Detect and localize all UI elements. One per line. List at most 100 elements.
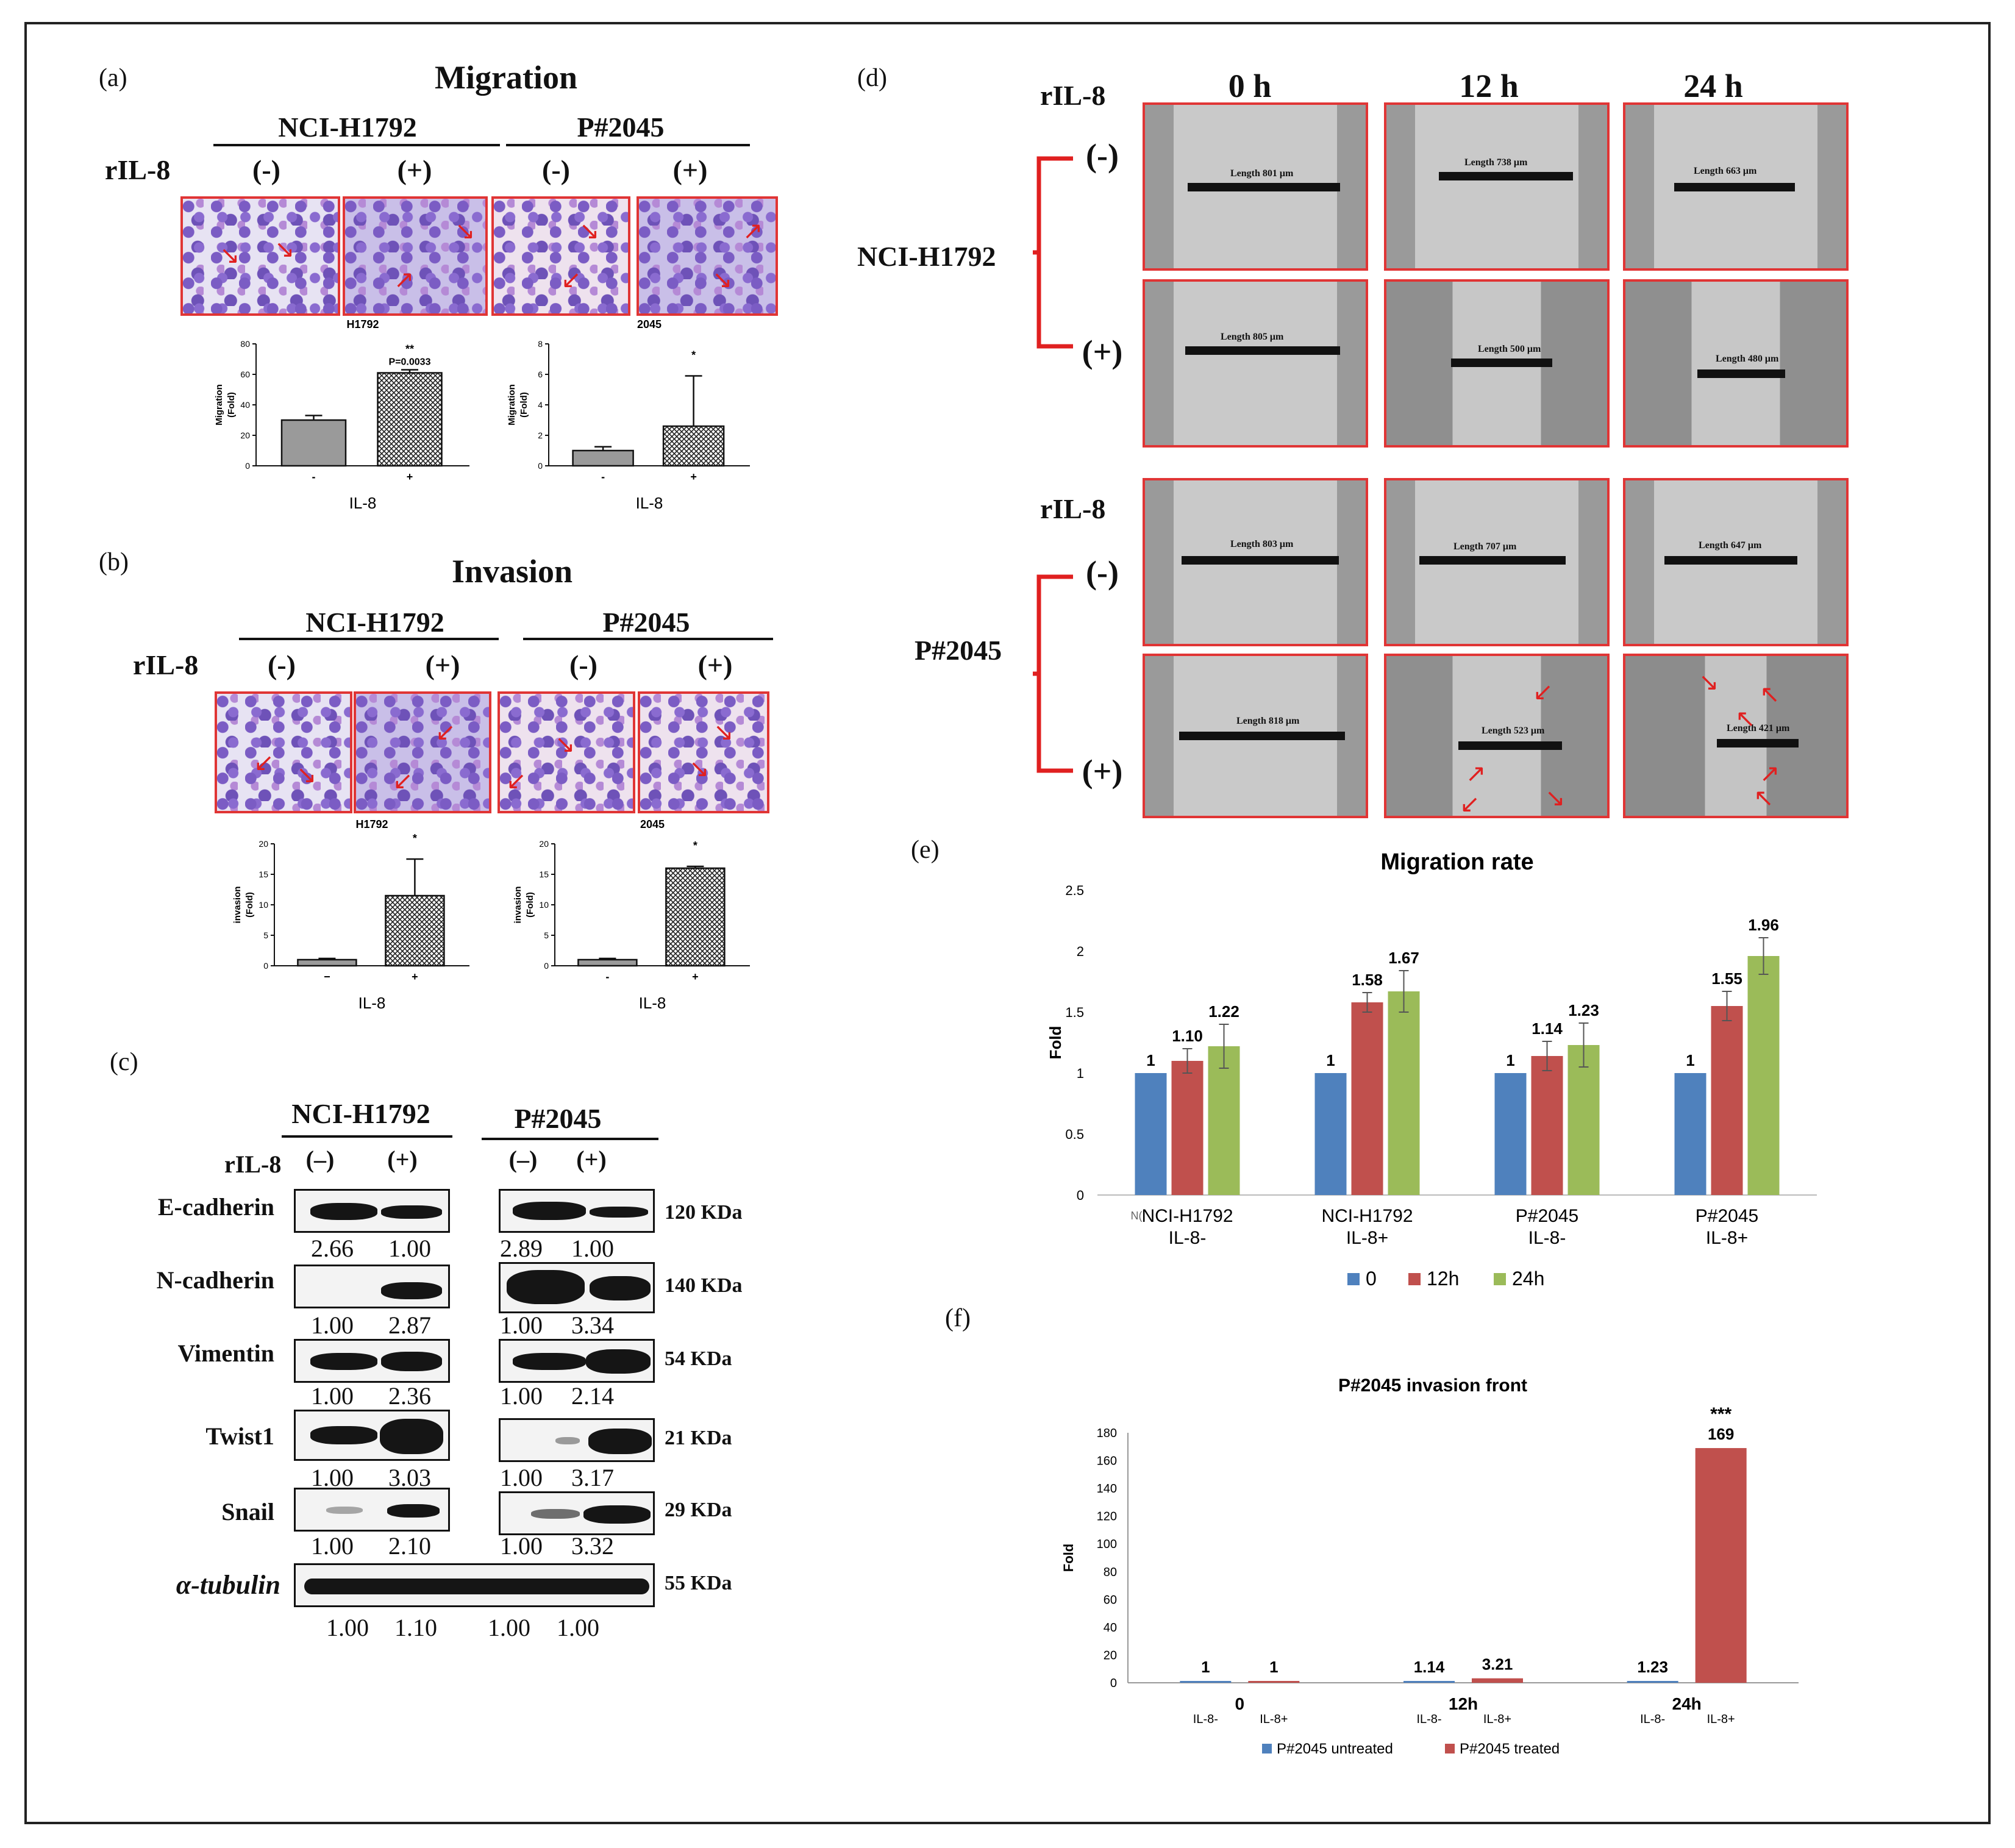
bar-untreated	[1403, 1681, 1455, 1683]
arrow-icon: ↖	[1735, 705, 1756, 733]
data-label: 3.21	[1482, 1655, 1513, 1674]
y-tick-label: 5	[544, 930, 549, 940]
arrow-icon: ↙	[561, 266, 582, 294]
legend-label: P#2045 untreated	[1277, 1741, 1393, 1757]
data-label: 1.14	[1532, 1019, 1563, 1038]
band-value: 3.03	[388, 1464, 431, 1491]
band-value: 2.14	[571, 1382, 614, 1410]
arrow-icon: ↘	[296, 761, 317, 789]
panel-label-f: (f)	[945, 1304, 971, 1332]
y-tick-label: 20	[539, 839, 549, 849]
band-value: 1.00	[311, 1311, 354, 1339]
data-label: 1.96	[1748, 916, 1779, 934]
band-value: 2.89	[500, 1235, 543, 1262]
legend-label: 0	[1366, 1268, 1377, 1290]
western-underline-2	[482, 1138, 658, 1140]
arrow-icon: ↙	[435, 718, 456, 746]
band-value: 1.00	[488, 1614, 530, 1641]
invasion-cellline-1: NCI-H1792	[305, 607, 444, 638]
wound-image: Length 480 μm	[1623, 279, 1849, 448]
band-value: 1.00	[571, 1235, 614, 1262]
legend-swatch	[1494, 1273, 1506, 1285]
band-value: 1.00	[388, 1235, 431, 1262]
band-value: 2.87	[388, 1311, 431, 1339]
significance-marker: ***	[1710, 1404, 1731, 1424]
migration-neg-1: (-)	[252, 154, 280, 185]
bar	[577, 958, 638, 967]
data-label: 1.10	[1172, 1027, 1203, 1045]
y-tick-label: 2.5	[1065, 883, 1084, 898]
chart-title: H1792	[355, 818, 388, 830]
blot-2045	[499, 1339, 655, 1383]
band-value: 1.00	[500, 1532, 543, 1560]
bar	[280, 419, 347, 467]
wound-image: Length 707 μm	[1384, 478, 1610, 646]
protein-label: Snail	[221, 1498, 274, 1525]
bar-untreated	[1180, 1681, 1232, 1683]
blot-h1792	[294, 1410, 450, 1461]
invasion-chart-2045: 2045 0 5 10 15 20 invasion (Fold) - + IL-8 *	[513, 818, 750, 1012]
data-label: 1.58	[1352, 971, 1383, 989]
blot-2045	[499, 1491, 655, 1535]
data-label: 1	[1201, 1658, 1210, 1676]
migration-micrograph-h1792-neg: ↘ ↘	[180, 196, 340, 316]
kda-label: 55 KDa	[665, 1572, 732, 1594]
x-tick-label: IL-8-	[1169, 1228, 1207, 1248]
arrow-icon: ↙	[1460, 790, 1480, 818]
bar-treated	[1472, 1678, 1523, 1683]
y-tick-label: 0.5	[1065, 1127, 1084, 1142]
legend-swatch	[1445, 1744, 1455, 1753]
y-tick-label: 0	[263, 961, 268, 971]
x-tick-label: -	[601, 471, 605, 483]
x-axis-label: IL-8	[639, 994, 666, 1012]
y-axis-label: Fold	[1046, 1026, 1065, 1060]
migration-rate-chart: Migration rate 0 0.5 1 1.5 2 2.5 Fold 1 1.10 1.22 N…	[1046, 849, 1817, 1290]
migration-underline-1	[213, 144, 500, 146]
wound-length-label: Length 805 μm	[1221, 332, 1284, 342]
migration-underline-2	[506, 144, 750, 146]
band-value: 1.00	[557, 1614, 599, 1641]
western-cellline-2: P#2045	[514, 1103, 602, 1134]
legend-label: P#2045 treated	[1460, 1741, 1560, 1757]
bar-24h	[1388, 991, 1420, 1195]
protein-label: E-cadherin	[157, 1193, 274, 1221]
y-tick-label: 120	[1097, 1510, 1117, 1524]
wound-length-label: Length 663 μm	[1694, 166, 1757, 176]
legend-label: 12h	[1427, 1268, 1459, 1290]
bar-untreated	[1627, 1681, 1678, 1683]
arrow-icon: ↙	[254, 749, 274, 777]
y-axis-label: Migration	[507, 384, 517, 426]
y-tick-label: 180	[1097, 1427, 1117, 1440]
wound-neg-2: (-)	[1086, 554, 1119, 591]
migration-cellline-1: NCI-H1792	[278, 112, 417, 143]
x-subcategory-label: IL-8+	[1483, 1713, 1511, 1726]
band-value: 3.34	[571, 1311, 614, 1339]
blot-tubulin	[294, 1563, 655, 1607]
invasion-micrograph-h1792-pos: ↙ ↙	[354, 691, 491, 813]
band-value: 3.17	[571, 1464, 614, 1491]
wound-image: Length 647 μm	[1623, 478, 1849, 646]
migration-micrograph-2045-neg: ↘ ↙	[491, 196, 630, 316]
y-tick-label: 60	[1104, 1593, 1117, 1607]
x-subcategory-label: IL-8-	[1193, 1713, 1218, 1726]
y-tick-label: 20	[240, 430, 250, 440]
kda-label: 29 KDa	[665, 1499, 732, 1521]
wound-time-12: 12 h	[1459, 68, 1519, 104]
y-axis-label: Migration	[214, 384, 224, 426]
protein-label: α-tubulin	[176, 1570, 280, 1600]
wound-length-label: Length 738 μm	[1464, 157, 1528, 168]
bar-0	[1135, 1073, 1167, 1195]
arrow-icon: ↘	[712, 266, 733, 294]
western-neg-1: (–)	[305, 1146, 335, 1173]
migration-pos-1: (+)	[397, 154, 432, 185]
band-value: 2.36	[388, 1382, 431, 1410]
x-tick-label: +	[407, 471, 413, 483]
y-axis-label: (Fold)	[525, 892, 535, 918]
bar-treated	[1248, 1681, 1300, 1683]
band-value: 1.00	[311, 1532, 354, 1560]
invasion-chart-h1792: H1792 0 5 10 15 20 invasion (Fold) − + IL-8 *	[232, 818, 469, 1012]
band-value: 1.00	[500, 1311, 543, 1339]
protein-label: Twist1	[205, 1422, 274, 1450]
y-tick-label: 20	[259, 839, 268, 849]
y-tick-label: 0	[1077, 1188, 1084, 1203]
